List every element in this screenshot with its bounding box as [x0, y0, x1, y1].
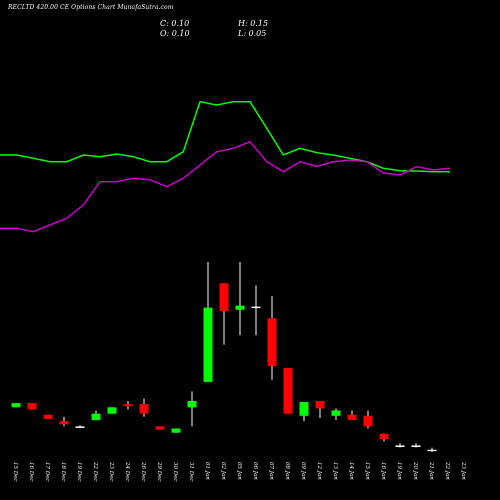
candle-body: [251, 306, 261, 309]
x-tick-label: 06 Jan: [252, 462, 258, 480]
close-value: C: 0.10: [160, 19, 190, 28]
candle-body: [331, 410, 341, 416]
x-tick-label: 19 Dec: [76, 462, 82, 482]
x-tick-label: 24 Dec: [124, 461, 130, 482]
x-tick-label: 02 Jan: [220, 462, 226, 480]
x-tick-label: 08 Jan: [284, 462, 290, 480]
x-tick-label: 18 Dec: [60, 462, 66, 482]
x-tick-label: 16 Dec: [28, 462, 34, 482]
x-tick-label: 09 Jan: [300, 462, 306, 480]
candle-body: [187, 401, 197, 408]
x-tick-label: 31 Dec: [188, 462, 194, 482]
x-tick-label: 29 Dec: [156, 461, 162, 482]
candles: [11, 262, 437, 452]
x-tick-label: 16 Jan: [380, 462, 386, 480]
candle-body: [219, 283, 229, 311]
candle-body: [379, 433, 389, 440]
x-tick-label: 14 Jan: [348, 462, 354, 480]
candle-body: [363, 415, 373, 427]
candle-body: [411, 445, 421, 447]
x-axis-labels: 15 Dec 16 Dec 17 Dec 18 Dec 19 Dec 22 Dec 23 D…: [12, 461, 466, 482]
x-tick-label: 15 Jan: [364, 462, 370, 480]
candle-body: [43, 414, 53, 419]
candle-body: [107, 407, 117, 414]
open-value: O: 0.10: [160, 29, 190, 38]
x-tick-label: 17 Dec: [44, 462, 50, 482]
chart-title: RECLTD 420.00 CE Options Chart MunafaSut…: [8, 4, 174, 11]
candle-body: [91, 413, 101, 421]
x-tick-label: 01 Jan: [204, 462, 210, 480]
candle-body: [123, 404, 133, 407]
x-tick-label: 21 Jan: [428, 461, 434, 480]
x-tick-label: 12 Jan: [316, 462, 322, 480]
candle-body: [171, 428, 181, 433]
x-tick-label: 13 Jan: [332, 462, 338, 480]
green-line: [0, 100, 450, 173]
candle-body: [283, 368, 293, 414]
candle-body: [299, 402, 309, 416]
candle-body: [395, 445, 405, 447]
x-tick-label: 07 Jan: [268, 462, 274, 480]
x-tick-label: 15 Dec: [12, 462, 18, 482]
high-value: H: 0.15: [238, 19, 269, 28]
x-tick-label: 19 Jan: [396, 462, 402, 480]
candle-body: [59, 421, 69, 425]
candle-body: [139, 404, 149, 414]
candle-body: [235, 305, 245, 310]
x-tick-label: 22 Jan: [444, 461, 450, 480]
candle-body: [347, 414, 357, 420]
x-tick-label: 23 Dec: [108, 461, 114, 482]
candle-body: [267, 318, 277, 366]
candle-body: [11, 403, 21, 408]
candle-body: [75, 426, 85, 428]
x-tick-label: 23 Jan: [460, 461, 466, 480]
candle-body: [155, 426, 165, 430]
x-tick-label: 05 Jan: [236, 462, 242, 480]
purple-line: [0, 140, 451, 233]
candle-body: [427, 449, 437, 452]
x-tick-label: 22 Dec: [92, 461, 98, 482]
x-tick-label: 30 Dec: [172, 462, 178, 482]
candle-body: [315, 401, 325, 409]
low-value: L: 0.05: [238, 29, 267, 38]
candle-body: [27, 403, 37, 410]
moving-average-lines: [0, 100, 451, 233]
candle-body: [203, 307, 213, 382]
x-tick-label: 20 Jan: [412, 461, 418, 480]
x-tick-label: 26 Dec: [140, 461, 146, 482]
